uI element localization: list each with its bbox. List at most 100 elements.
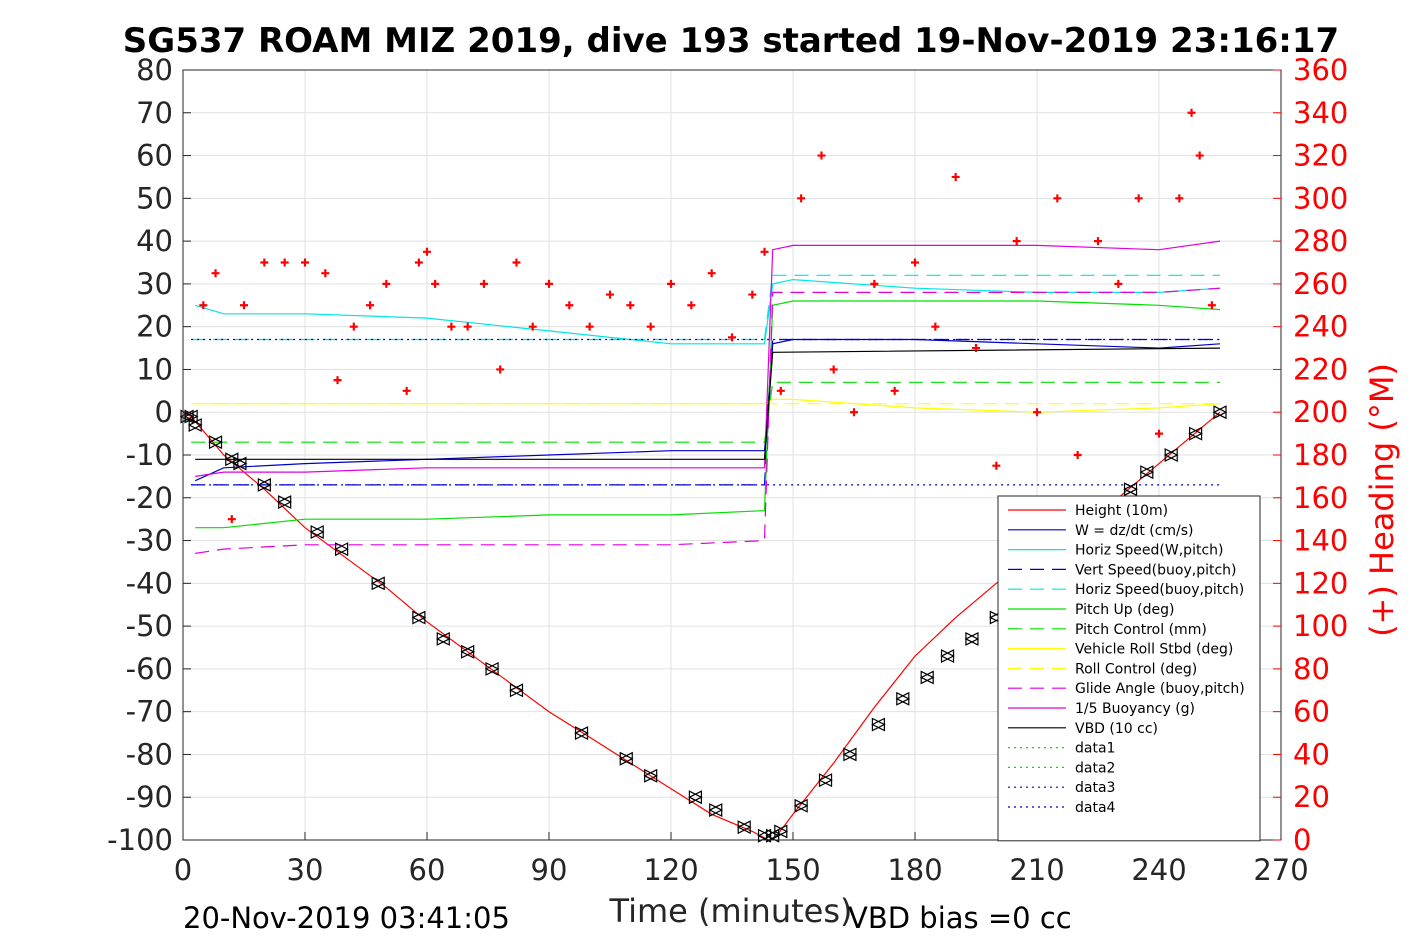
y-tick-label: -80 — [126, 737, 173, 771]
depth-marker — [256, 477, 272, 492]
legend-label: Glide Angle (buoy,pitch) — [1075, 681, 1245, 697]
y2-tick-label: 120 — [1293, 566, 1348, 600]
depth-marker — [1188, 426, 1203, 441]
depth-marker — [1123, 482, 1138, 497]
heading-marker — [1207, 301, 1216, 310]
legend-label: Pitch Up (deg) — [1075, 602, 1174, 618]
x-tick-label: 180 — [887, 853, 942, 887]
y2-tick-label: 280 — [1293, 224, 1348, 258]
heading-marker — [606, 290, 614, 299]
y2-tick-label: 40 — [1293, 737, 1330, 771]
heading-marker — [585, 322, 594, 331]
legend-label: data1 — [1075, 741, 1115, 757]
heading-marker — [931, 322, 940, 331]
heading-marker — [321, 269, 330, 278]
chart-title: SG537 ROAM MIZ 2019, dive 193 started 19… — [123, 21, 1339, 61]
heading-marker — [1175, 194, 1184, 203]
y2-tick-label: 60 — [1293, 695, 1330, 729]
legend-label: Horiz Speed(W,pitch) — [1075, 543, 1223, 559]
y2-tick-label: 180 — [1293, 438, 1348, 472]
series-line — [194, 338, 1221, 482]
heading-marker — [1195, 151, 1204, 160]
y2-tick-label: 360 — [1293, 53, 1348, 87]
heading-marker — [301, 258, 309, 267]
x-tick-label: 0 — [174, 853, 192, 887]
heading-marker — [528, 322, 537, 331]
heading-marker — [496, 365, 505, 374]
x-tick-label: 270 — [1253, 853, 1308, 887]
legend-label: data3 — [1075, 780, 1115, 796]
depth-marker — [757, 828, 772, 843]
legend-label: Vehicle Roll Stbd (deg) — [1075, 642, 1233, 658]
legend-label: data4 — [1075, 800, 1116, 816]
heading-marker — [760, 247, 769, 256]
y2-tick-label: 300 — [1293, 181, 1348, 215]
y-tick-label: 50 — [136, 181, 173, 215]
depth-marker — [1212, 405, 1228, 420]
y-tick-label: -10 — [126, 438, 173, 472]
depth-marker — [618, 751, 634, 766]
heading-marker — [240, 301, 248, 310]
heading-marker — [870, 279, 879, 288]
heading-marker — [280, 258, 289, 267]
depth-marker — [179, 409, 195, 424]
heading-marker — [817, 151, 826, 160]
legend-label: Vert Speed(buoy,pitch) — [1075, 562, 1237, 578]
series-line — [191, 274, 1220, 341]
heading-marker — [447, 322, 456, 331]
depth-marker — [187, 418, 203, 433]
y-tick-label: -90 — [126, 780, 173, 814]
plot-area — [179, 108, 1228, 843]
legend-label: Roll Control (deg) — [1075, 661, 1197, 677]
x-tick-label: 240 — [1131, 853, 1186, 887]
heading-marker — [414, 258, 423, 267]
depth-marker — [411, 610, 427, 625]
x-axis: 0 30 60 90 120 150 180 210 240 270 — [174, 832, 1309, 887]
depth-marker — [277, 495, 293, 510]
heading-marker — [850, 408, 858, 417]
heading-marker — [1094, 237, 1102, 246]
y2-tick-label: 240 — [1293, 310, 1348, 344]
legend-label: VBD (10 cc) — [1075, 721, 1158, 737]
x-tick-label: 90 — [531, 853, 568, 887]
series-line — [195, 347, 1221, 460]
heading-marker — [687, 301, 696, 310]
depth-marker — [509, 683, 524, 698]
heading-marker — [227, 515, 236, 524]
y-tick-label: 40 — [136, 224, 173, 258]
depth-marker — [460, 644, 476, 659]
x-tick-label: 210 — [1009, 853, 1064, 887]
y-axis-right-label: (+) Heading (°M) — [1363, 363, 1401, 637]
heading-marker — [211, 269, 220, 278]
heading-marker — [349, 322, 358, 331]
legend: Height (10m) W = dz/dt (cm/s) Horiz Speed(… — [997, 495, 1261, 842]
heading-marker — [707, 269, 716, 278]
x-tick-label: 150 — [765, 853, 820, 887]
legend-label: W = dz/dt (cm/s) — [1075, 523, 1194, 539]
legend-label: data2 — [1075, 760, 1115, 776]
y2-tick-label: 320 — [1293, 139, 1348, 173]
y-tick-label: 0 — [155, 395, 173, 429]
depth-marker — [895, 691, 911, 706]
heading-marker — [463, 322, 472, 331]
y2-tick-label: 100 — [1293, 609, 1348, 643]
heading-marker — [911, 258, 919, 267]
series-line — [195, 240, 1221, 477]
y-tick-label: 30 — [136, 267, 173, 301]
heading-marker — [479, 279, 488, 288]
depth-marker — [370, 576, 386, 591]
series-line — [195, 300, 1221, 529]
y2-tick-label: 220 — [1293, 352, 1348, 386]
x-tick-label: 30 — [287, 853, 324, 887]
heading-marker — [992, 461, 1001, 470]
y2-tick-label: 0 — [1293, 823, 1311, 857]
heading-marker — [667, 279, 675, 288]
x-tick-label: 120 — [643, 853, 698, 887]
heading-marker — [1033, 408, 1041, 417]
heading-marker — [545, 279, 553, 288]
depth-marker — [940, 649, 955, 664]
y-axis-left: 80 70 60 50 40 30 20 10 0 -10 -20 -30 -40 -50 -60 -70 -8… — [107, 53, 191, 857]
heading-marker — [776, 386, 785, 395]
heading-marker — [260, 258, 269, 267]
